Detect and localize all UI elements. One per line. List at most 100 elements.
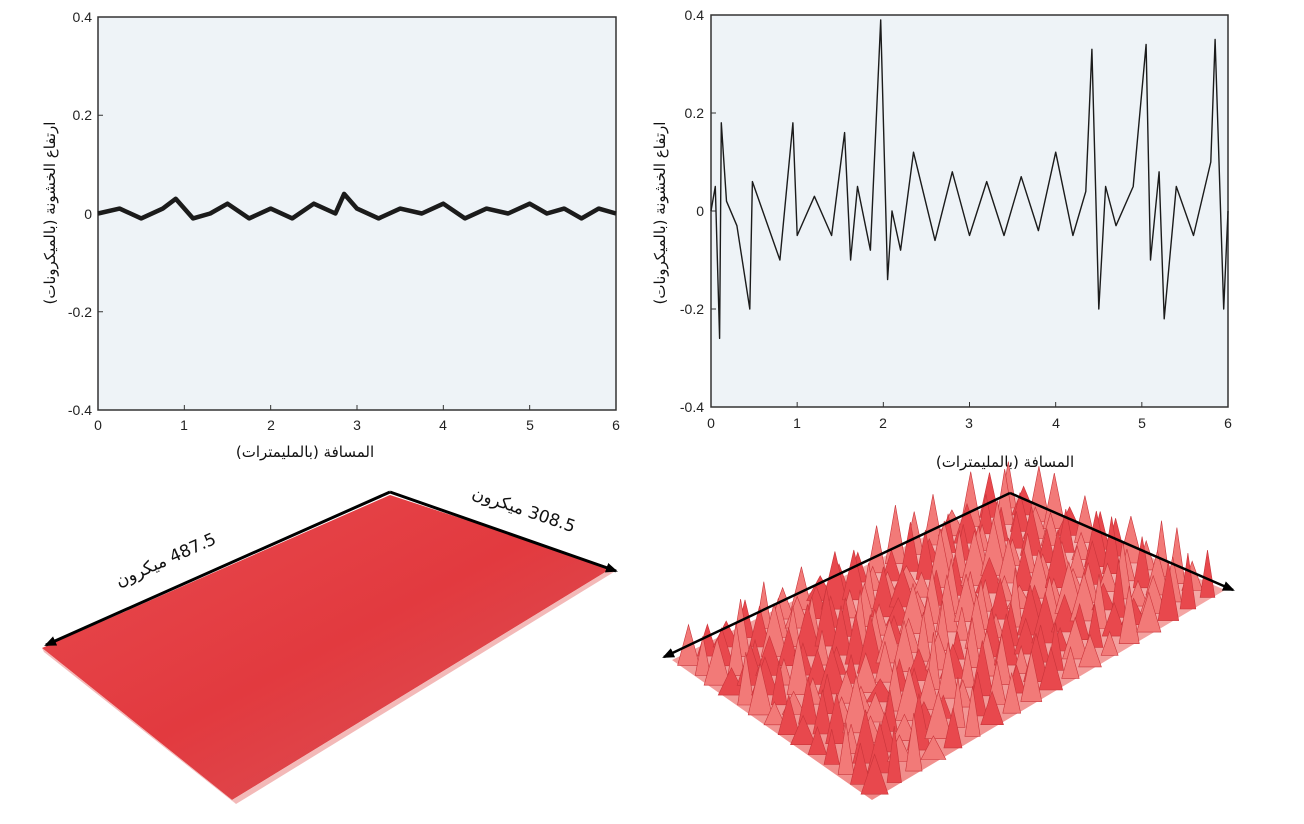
surface-peak [1002,672,1022,714]
surface-peak [1050,593,1079,633]
smooth-surface-edge [232,568,614,804]
surface-peak [1042,472,1066,529]
surface-peak [770,660,788,706]
surface-peak [777,626,800,667]
x-tick-label: 2 [879,415,887,431]
surface-peak [964,686,981,737]
width-dimension-arrow [1009,491,1235,592]
surface-peak [997,537,1020,584]
plot-area [97,16,617,411]
surface-peak [943,707,963,749]
x-tick-label: 5 [526,417,534,433]
surface-peak [1013,617,1038,655]
surface-peak [852,652,880,694]
surface-peak [891,620,917,673]
x-tick-label: 3 [965,415,973,431]
x-axis-label: المسافة (بالمليمترات) [236,443,374,461]
smooth-surface-edge [42,648,236,804]
surface-peak [915,529,936,580]
surface-peak [916,667,941,710]
surface-peak [727,622,745,676]
surface-peak [841,549,866,601]
surface-peak [842,674,870,734]
surface-peak [1012,548,1035,591]
chart-rough-profile: 0.4 0.2 0 -0.2 -0.4 0 1 2 3 4 5 6 المساف… [651,7,1232,471]
surface-peak [1056,508,1075,553]
surface-peak [1157,561,1180,621]
surface-peak [911,571,932,598]
surface-peak [884,505,906,564]
surface-peak [812,689,833,735]
y-tick-label: 0.4 [685,7,705,23]
surface-peak [863,691,888,723]
axis-ticks [710,14,1229,408]
surface-peak [1044,529,1071,589]
x-tick-label: 2 [267,417,275,433]
series-line [710,19,1229,340]
x-tick-label: 6 [612,417,620,433]
x-tick-label: 4 [1052,415,1060,431]
smooth-surface-3d: 487.5 ميكرون 308.5 ميكرون [42,483,618,804]
x-tick-label: 6 [1224,415,1232,431]
x-tick-label: 4 [439,417,447,433]
surface-peak [954,606,970,641]
surface-peak [867,525,886,574]
surface-peak [860,753,889,795]
surface-peak [1102,516,1122,575]
smooth-surface-plane [42,495,612,800]
surface-peak [1061,645,1080,679]
surface-peak [977,493,995,535]
surface-peak [959,646,976,688]
surface-peak [747,663,773,716]
y-tick-label: -0.4 [68,402,92,418]
y-axis-label: ارتفاع الخشونة (بالميكرونات) [651,122,669,305]
length-dimension-arrow [44,490,391,647]
surface-peak [807,725,828,755]
surface-peak [817,645,847,695]
surface-peak [920,735,947,760]
surface-peak [703,637,731,686]
surface-peak [1020,650,1043,702]
surface-peak [1062,616,1089,660]
surface-peak [901,521,920,572]
y-tick-label: 0.4 [73,9,93,25]
surface-peak [1199,550,1216,598]
surface-peak [1078,633,1102,668]
surface-peak [905,712,923,772]
surface-peak [786,636,810,695]
surface-peak [870,566,897,618]
surface-peak [1100,630,1119,656]
surface-peak [793,603,822,657]
x-tick-label: 0 [707,415,715,431]
surface-peak [989,578,1011,620]
surface-peak [763,701,786,726]
y-tick-label: 0 [696,203,704,219]
y-tick-label: 0.2 [73,107,93,123]
surface-peak [874,641,896,683]
plot-area [710,14,1229,408]
surface-peak [1179,552,1197,610]
surface-peak [1132,536,1152,589]
surface-peak [823,729,840,765]
y-tick-label: 0 [84,206,92,222]
surface-peak [886,726,902,783]
surface-peak [806,648,829,685]
surface-peak [1007,511,1025,549]
surface-peak [937,642,960,699]
series-line [97,191,617,221]
y-tick-label: -0.2 [68,304,92,320]
surface-peak [850,742,871,785]
surface-peak [1013,644,1030,674]
y-axis-label: ارتفاع الخشونة (بالميكرونات) [41,122,59,305]
surface-peak [737,652,755,706]
x-tick-label: 3 [353,417,361,433]
y-tick-label: -0.2 [680,301,704,317]
surface-peak [1118,516,1144,564]
chart-smooth-profile: 0.4 0.2 0 -0.2 -0.4 0 1 2 3 4 5 6 المساف… [41,9,620,461]
y-tick-label: -0.4 [680,399,704,415]
surface-peak [777,694,800,736]
x-tick-label: 1 [180,417,188,433]
x-tick-label: 0 [94,417,102,433]
rough-surface-peaks [677,461,1216,795]
